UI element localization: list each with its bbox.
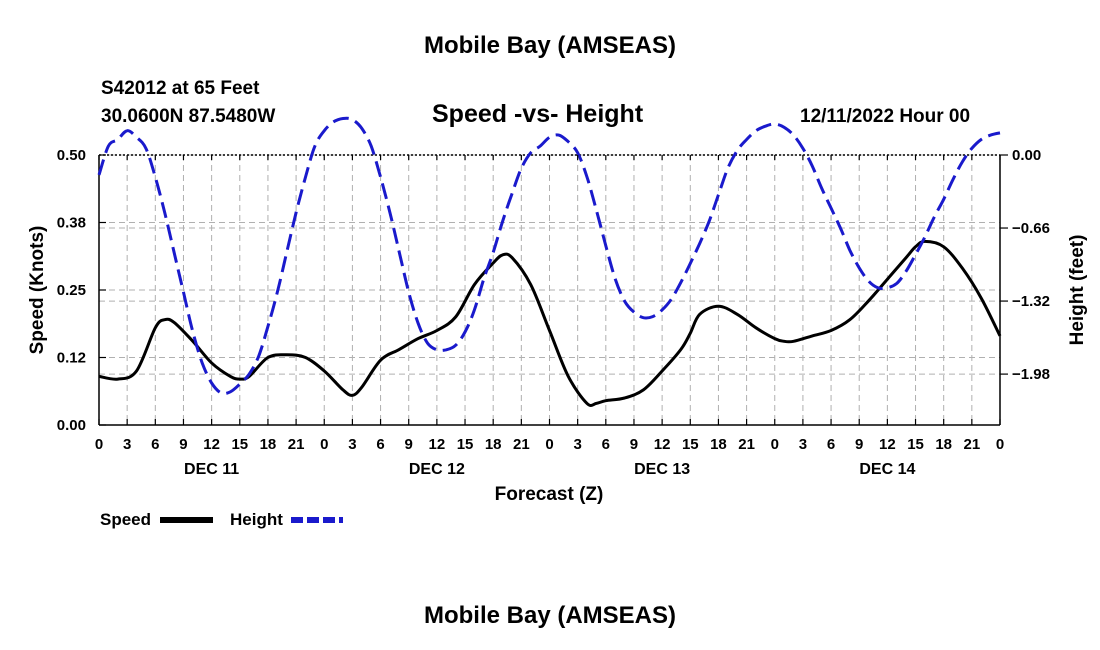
x-tick-label: 0: [320, 436, 328, 453]
x-tick-label: 15: [682, 436, 699, 453]
x-tick-label: 21: [513, 436, 530, 453]
y-axis-label: Speed (Knots): [27, 226, 48, 355]
station-name: S42012 at 65 Feet: [101, 78, 260, 99]
x-tick-label: 18: [710, 436, 727, 453]
run-time: 12/11/2022 Hour 00: [800, 106, 971, 127]
y-tick-label: 0.25: [57, 282, 86, 299]
x-tick-label: 18: [935, 436, 952, 453]
grid: [99, 154, 1000, 425]
x-tick-label: 21: [738, 436, 755, 453]
x-tick-label: 21: [288, 436, 305, 453]
x-axis-label: Forecast (Z): [495, 484, 604, 505]
x-tick-label: 12: [879, 436, 896, 453]
y2-axis-label: Height (feet): [1067, 235, 1088, 346]
x-tick-label: 3: [123, 436, 131, 453]
x-tick-label: 15: [457, 436, 474, 453]
speed-series-line: [98, 239, 1002, 407]
x-tick-label: 9: [405, 436, 413, 453]
x-tick-label: 15: [231, 436, 248, 453]
footer-title: Mobile Bay (AMSEAS): [423, 602, 677, 629]
page-title: Mobile Bay (AMSEAS): [423, 32, 677, 59]
height-series-line: [97, 116, 1001, 396]
y2-tick-label: 0.00: [1012, 147, 1041, 164]
legend-speed-label: Speed: [100, 510, 152, 529]
x-tick-label: 6: [376, 436, 384, 453]
x-tick-label: 3: [799, 436, 807, 453]
y-tick-label: 0.50: [57, 147, 86, 164]
day-label: DEC 11: [184, 461, 239, 478]
x-tick-label: 9: [179, 436, 187, 453]
x-tick-label: 0: [95, 436, 103, 453]
y2-tick-label: −1.98: [1012, 366, 1050, 383]
x-tick-label: 6: [151, 436, 159, 453]
chart-title: Speed -vs- Height: [432, 100, 644, 128]
x-tick-label: 3: [573, 436, 581, 453]
y-tick-label: 0.12: [57, 350, 86, 367]
x-tick-label: 21: [964, 436, 981, 453]
day-label: DEC 13: [634, 461, 690, 478]
y2-tick-label: −1.32: [1012, 293, 1050, 310]
x-tick-label: 3: [348, 436, 356, 453]
x-tick-label: 0: [771, 436, 779, 453]
x-tick-label: 15: [907, 436, 924, 453]
x-tick-label: 6: [827, 436, 835, 453]
x-tick-label: 9: [855, 436, 863, 453]
ticks: 0 3 6 9 12 15 18 21 0 3 6 9 12 15 18 21 0 3 6 9 12 15 18 21 0 3 6 9…: [57, 147, 1050, 478]
y2-tick-label: −0.66: [1012, 220, 1050, 237]
x-tick-label: 18: [485, 436, 502, 453]
station-coordinates: 30.0600N 87.5480W: [101, 106, 276, 127]
legend-height-label: Height: [230, 510, 283, 529]
x-tick-label: 6: [602, 436, 610, 453]
y-tick-label: 0.38: [57, 215, 86, 232]
x-tick-label: 9: [630, 436, 638, 453]
x-tick-label: 0: [545, 436, 553, 453]
x-tick-label: 0: [996, 436, 1004, 453]
x-tick-label: 18: [260, 436, 277, 453]
x-tick-label: 12: [654, 436, 671, 453]
series-layer: [97, 116, 1002, 407]
x-tick-label: 12: [203, 436, 220, 453]
x-tick-label: 12: [429, 436, 446, 453]
day-label: DEC 14: [859, 461, 915, 478]
day-label: DEC 12: [409, 461, 465, 478]
y-tick-label: 0.00: [57, 417, 86, 434]
